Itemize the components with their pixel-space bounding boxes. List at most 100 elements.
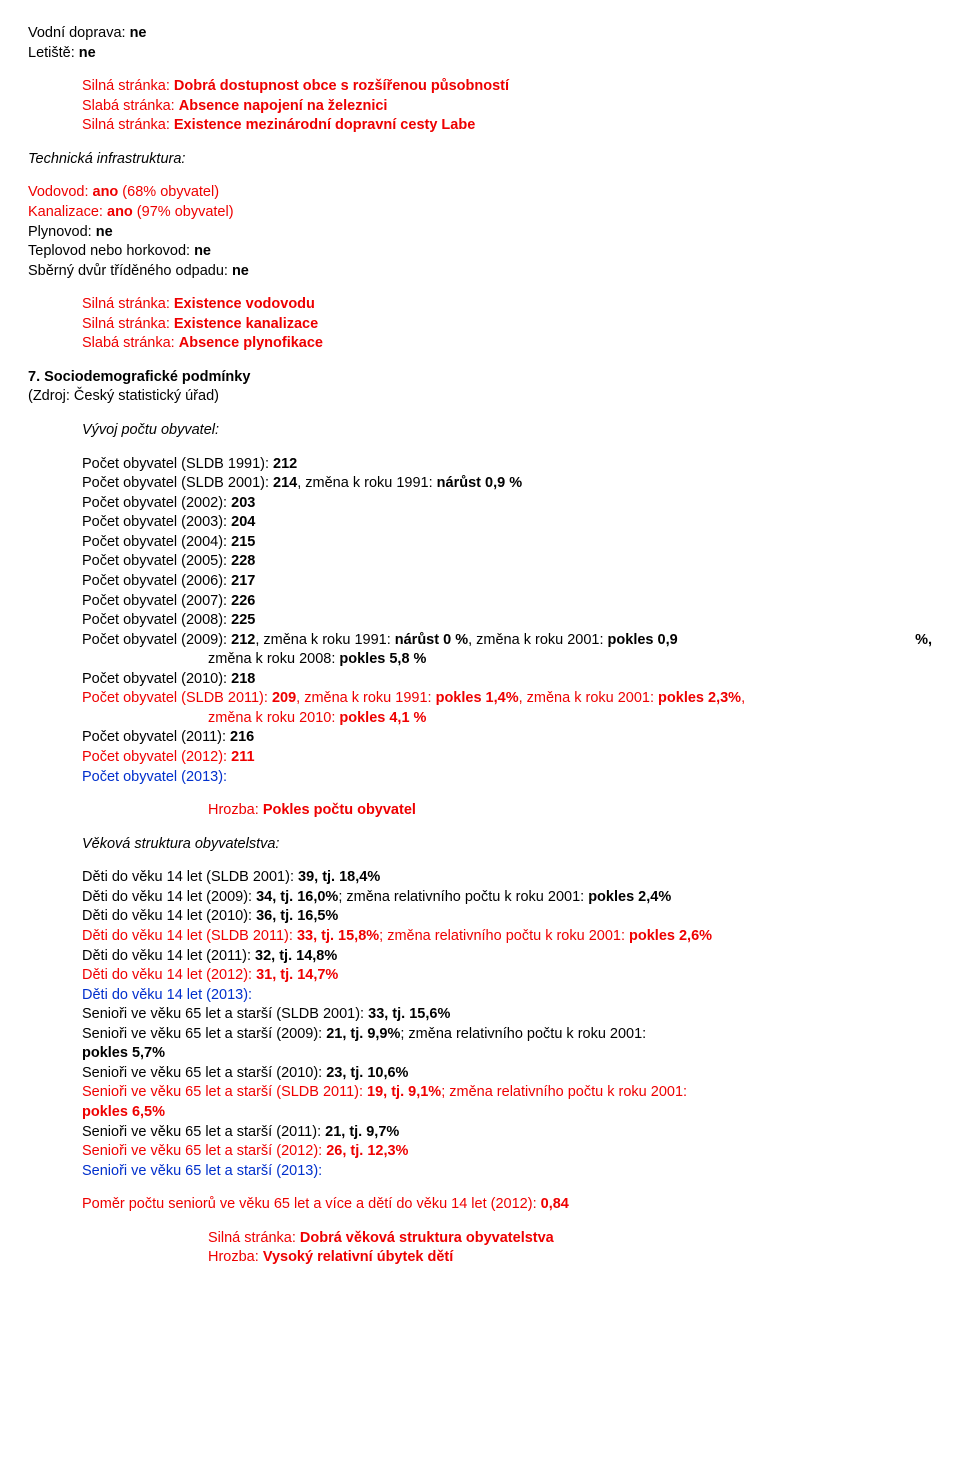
label: Děti do věku 14 let (2012): bbox=[82, 967, 256, 983]
label: Silná stránka: bbox=[82, 296, 174, 312]
value: Dobrá věková struktura obyvatelstva bbox=[300, 1230, 554, 1246]
deti-2010: Děti do věku 14 let (2010): 36, tj. 16,5… bbox=[82, 907, 932, 927]
label: Hrozba: bbox=[208, 802, 263, 818]
label: Počet obyvatel (2002): bbox=[82, 495, 231, 511]
letiste-row: Letiště: ne bbox=[28, 44, 932, 64]
pocet-2009-b: změna k roku 2008: pokles 5,8 % bbox=[208, 650, 932, 670]
label: Děti do věku 14 let (2010): bbox=[82, 908, 256, 924]
value: ne bbox=[232, 263, 249, 279]
label: Vodní doprava: bbox=[28, 25, 130, 41]
silna-stranka-final: Silná stránka: Dobrá věková struktura ob… bbox=[208, 1229, 932, 1249]
label: Plynovod: bbox=[28, 224, 96, 240]
pocet-sldb-2001: Počet obyvatel (SLDB 2001): 214, změna k… bbox=[82, 474, 932, 494]
deti-sldb-2011: Děti do věku 14 let (SLDB 2011): 33, tj.… bbox=[82, 927, 932, 947]
label: Slabá stránka: bbox=[82, 335, 179, 351]
value: 21, tj. 9,7% bbox=[325, 1124, 399, 1140]
value: ne bbox=[79, 45, 96, 61]
pocet-sldb-2011: Počet obyvatel (SLDB 2011): 209, změna k… bbox=[82, 689, 932, 709]
pocet-2012: Počet obyvatel (2012): 211 bbox=[82, 748, 932, 768]
chg2: pokles 0,9 bbox=[608, 632, 678, 648]
label: Počet obyvatel (2010): bbox=[82, 671, 231, 687]
section-7-heading: 7. Sociodemografické podmínky bbox=[28, 368, 932, 388]
seniori-2009: Senioři ve věku 65 let a starší (2009): … bbox=[82, 1025, 932, 1045]
value: ne bbox=[194, 243, 211, 259]
value: 217 bbox=[231, 573, 255, 589]
pocet-2007: Počet obyvatel (2007): 226 bbox=[82, 592, 932, 612]
value: 228 bbox=[231, 553, 255, 569]
label: Letiště: bbox=[28, 45, 79, 61]
value: Existence vodovodu bbox=[174, 296, 315, 312]
value: ne bbox=[130, 25, 147, 41]
label: Počet obyvatel (SLDB 2001): bbox=[82, 475, 273, 491]
txt: změna k roku 2010: bbox=[208, 710, 339, 726]
value: 212 bbox=[273, 456, 297, 472]
suffix: (68% obyvatel) bbox=[118, 184, 219, 200]
label: Počet obyvatel (2007): bbox=[82, 593, 231, 609]
chg: pokles 4,1 % bbox=[339, 710, 426, 726]
value: 23, tj. 10,6% bbox=[326, 1065, 408, 1081]
label: Hrozba: bbox=[208, 1249, 263, 1265]
label: Senioři ve věku 65 let a starší (2009): bbox=[82, 1026, 326, 1042]
vodovod-row: Vodovod: ano (68% obyvatel) bbox=[28, 183, 932, 203]
label: Počet obyvatel (2004): bbox=[82, 534, 231, 550]
value: 214 bbox=[273, 475, 297, 491]
kanalizace-row: Kanalizace: ano (97% obyvatel) bbox=[28, 203, 932, 223]
seniori-sldb-2011-b: pokles 6,5% bbox=[82, 1103, 932, 1123]
pocet-2013: Počet obyvatel (2013): bbox=[82, 768, 932, 788]
silna-stranka-2: Silná stránka: Existence mezinárodní dop… bbox=[82, 116, 932, 136]
value: Pokles počtu obyvatel bbox=[263, 802, 416, 818]
value: 26, tj. 12,3% bbox=[326, 1143, 408, 1159]
label: Počet obyvatel (2008): bbox=[82, 612, 231, 628]
technicka-infra-heading: Technická infrastruktura: bbox=[28, 150, 932, 170]
pocet-2011: Počet obyvatel (2011): 216 bbox=[82, 728, 932, 748]
value: 31, tj. 14,7% bbox=[256, 967, 338, 983]
chg1: nárůst 0 % bbox=[395, 632, 468, 648]
value: Existence mezinárodní dopravní cesty Lab… bbox=[174, 117, 475, 133]
label: Silná stránka: bbox=[82, 117, 174, 133]
value: 39, tj. 18,4% bbox=[298, 869, 380, 885]
txt1: , změna k roku 1991: bbox=[255, 632, 394, 648]
deti-2013: Děti do věku 14 let (2013): bbox=[82, 986, 932, 1006]
hrozba-final: Hrozba: Vysoký relativní úbytek dětí bbox=[208, 1248, 932, 1268]
value: 209 bbox=[272, 690, 296, 706]
label: Počet obyvatel (SLDB 1991): bbox=[82, 456, 273, 472]
value: 36, tj. 16,5% bbox=[256, 908, 338, 924]
hrozba-pokles: Hrozba: Pokles počtu obyvatel bbox=[208, 801, 932, 821]
slaba-stranka-1: Slabá stránka: Absence napojení na želez… bbox=[82, 97, 932, 117]
chg2: pokles 2,3% bbox=[658, 690, 741, 706]
label: Silná stránka: bbox=[208, 1230, 300, 1246]
deti-sldb-2001: Děti do věku 14 let (SLDB 2001): 39, tj.… bbox=[82, 868, 932, 888]
pocet-2008: Počet obyvatel (2008): 225 bbox=[82, 611, 932, 631]
label: Děti do věku 14 let (2009): bbox=[82, 889, 256, 905]
label: Počet obyvatel (2006): bbox=[82, 573, 231, 589]
label: Senioři ve věku 65 let a starší (2012): bbox=[82, 1143, 326, 1159]
label: Děti do věku 14 let (2011): bbox=[82, 948, 255, 964]
teplovod-row: Teplovod nebo horkovod: ne bbox=[28, 242, 932, 262]
label: Děti do věku 14 let (SLDB 2011): bbox=[82, 928, 297, 944]
txt: ; změna relativního počtu k roku 2001: bbox=[338, 889, 588, 905]
txt2: , změna k roku 2001: bbox=[519, 690, 658, 706]
vodnidoprava-row: Vodní doprava: ne bbox=[28, 24, 932, 44]
label: Senioři ve věku 65 let a starší (SLDB 20… bbox=[82, 1084, 367, 1100]
pocet-2004: Počet obyvatel (2004): 215 bbox=[82, 533, 932, 553]
vekova-struktura-heading: Věková struktura obyvatelstva: bbox=[82, 835, 932, 855]
value: Dobrá dostupnost obce s rozšířenou působ… bbox=[174, 78, 509, 94]
value: 216 bbox=[230, 729, 254, 745]
label: Počet obyvatel (2011): bbox=[82, 729, 230, 745]
value: 226 bbox=[231, 593, 255, 609]
label: Senioři ve věku 65 let a starší (2011): bbox=[82, 1124, 325, 1140]
label: Teplovod nebo horkovod: bbox=[28, 243, 194, 259]
value: 33, tj. 15,6% bbox=[368, 1006, 450, 1022]
section-7-source: (Zdroj: Český statistický úřad) bbox=[28, 387, 932, 407]
chg1: pokles 1,4% bbox=[436, 690, 519, 706]
txt: ; změna relativního počtu k roku 2001: bbox=[400, 1026, 646, 1042]
chg: pokles 2,6% bbox=[629, 928, 712, 944]
value: Existence kanalizace bbox=[174, 316, 318, 332]
pct-tail: %, bbox=[915, 631, 932, 651]
label: Děti do věku 14 let (SLDB 2001): bbox=[82, 869, 298, 885]
txt: ; změna relativního počtu k roku 2001: bbox=[379, 928, 629, 944]
label: Sběrný dvůr tříděného odpadu: bbox=[28, 263, 232, 279]
deti-2012: Děti do věku 14 let (2012): 31, tj. 14,7… bbox=[82, 966, 932, 986]
seniori-2010: Senioři ve věku 65 let a starší (2010): … bbox=[82, 1064, 932, 1084]
value: 211 bbox=[231, 749, 254, 765]
